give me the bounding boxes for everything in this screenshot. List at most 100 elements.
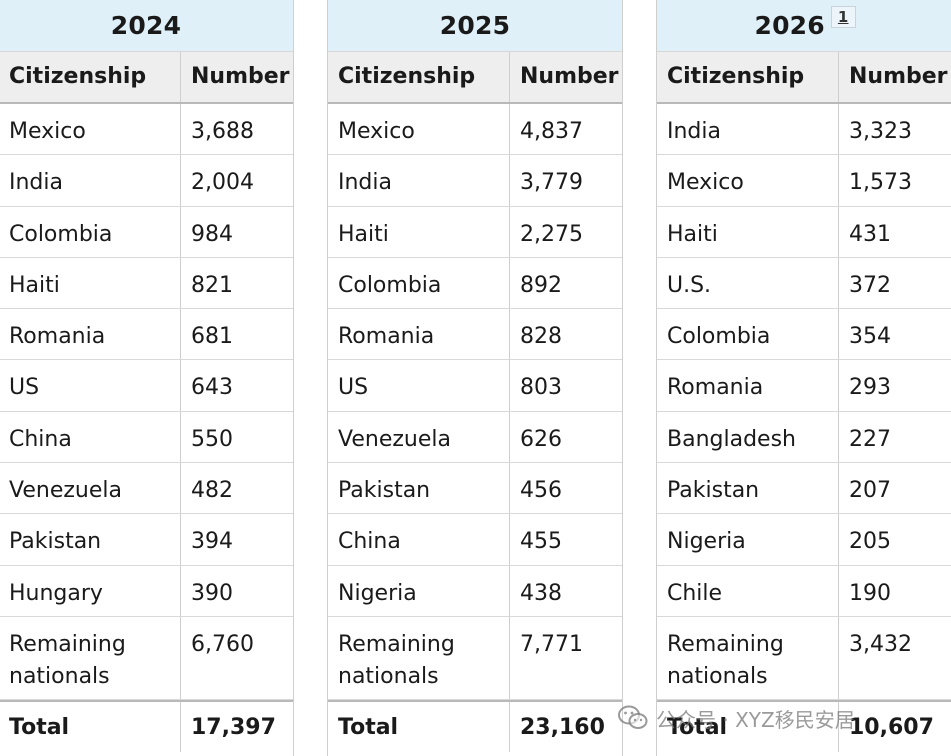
table-row: Romania 293 (657, 360, 951, 412)
year-header: 2026 1 (657, 0, 951, 52)
country-cell: Colombia (328, 257, 510, 309)
total-row: Total 10,607 (657, 699, 951, 752)
table-row: Mexico 1,573 (657, 155, 951, 207)
table-row: Haiti 2,275 (328, 206, 622, 258)
number-cell: 394 (191, 529, 233, 555)
country-cell: Nigeria (328, 565, 510, 616)
table-row: Venezuela 482 (0, 463, 293, 515)
country-cell: Remaining nationals (657, 616, 839, 699)
table-row: U.S. 372 (657, 257, 951, 310)
country-cell: Remaining nationals (0, 616, 181, 699)
country-cell: Haiti (0, 257, 181, 309)
number-cell: 3,688 (191, 119, 254, 144)
column-header-citizenship: Citizenship (328, 52, 510, 102)
number-cell: 482 (191, 478, 233, 504)
table-row: Haiti 431 (657, 206, 951, 258)
number-cell: 3,779 (520, 170, 583, 196)
table-row: Hungary 390 (0, 565, 293, 617)
number-cell: 293 (849, 375, 891, 401)
table-row: India 3,323 (657, 104, 951, 156)
number-cell: 390 (191, 580, 233, 606)
table-row: Colombia 892 (328, 257, 622, 310)
table-row: Remaining nationals 3,432 (657, 616, 951, 700)
total-value: 10,607 (849, 714, 934, 740)
country-cell: Pakistan (657, 463, 839, 514)
country-cell: China (328, 514, 510, 565)
number-cell: 626 (520, 426, 562, 452)
column-header-citizenship: Citizenship (657, 52, 839, 102)
total-label: Total (328, 701, 510, 752)
column-header-citizenship: Citizenship (0, 52, 181, 102)
table-row: China 550 (0, 411, 293, 464)
number-cell: 643 (191, 375, 233, 401)
table-row: India 2,004 (0, 155, 293, 207)
table-row: India 3,779 (328, 155, 622, 207)
table-row: Romania 681 (0, 309, 293, 361)
table-row: Pakistan 456 (328, 463, 622, 515)
country-cell: Hungary (0, 565, 181, 616)
table-row: Pakistan 394 (0, 514, 293, 566)
country-cell: Chile (657, 565, 839, 616)
table-row: Pakistan 207 (657, 463, 951, 515)
country-cell: Mexico (328, 104, 510, 155)
country-cell: China (0, 411, 181, 463)
country-cell: Pakistan (0, 514, 181, 565)
number-cell: 3,323 (849, 119, 912, 144)
country-cell: Bangladesh (657, 411, 839, 463)
number-cell: 207 (849, 478, 891, 504)
number-cell: 227 (849, 426, 891, 452)
country-cell: Venezuela (328, 411, 510, 463)
number-cell: 821 (191, 272, 233, 298)
table-row: Colombia 354 (657, 309, 951, 361)
number-cell: 456 (520, 478, 562, 504)
number-cell: 354 (849, 324, 891, 350)
table-row: Remaining nationals 6,760 (0, 616, 293, 700)
table-row: China 455 (328, 514, 622, 566)
column-header-number: Number (520, 64, 619, 89)
number-cell: 803 (520, 375, 562, 401)
table-row: Mexico 4,837 (328, 104, 622, 156)
country-cell: Remaining nationals (328, 616, 510, 699)
table-row: US 643 (0, 360, 293, 412)
country-cell: Mexico (657, 155, 839, 206)
number-cell: 1,573 (849, 170, 912, 196)
country-cell: Haiti (657, 206, 839, 257)
country-cell: Pakistan (328, 463, 510, 514)
number-cell: 984 (191, 221, 233, 247)
total-value: 23,160 (520, 714, 605, 740)
number-cell: 431 (849, 221, 891, 247)
number-cell: 4,837 (520, 119, 583, 144)
year-title: 2025 (439, 11, 511, 40)
table-row: Remaining nationals 7,771 (328, 616, 622, 700)
country-cell: India (657, 104, 839, 155)
table-row: Mexico 3,688 (0, 104, 293, 156)
number-cell: 550 (191, 426, 233, 452)
column-header-row: Citizenship Number (0, 52, 293, 104)
table-row: Nigeria 438 (328, 565, 622, 617)
country-cell: Colombia (0, 206, 181, 257)
table-row: US 803 (328, 360, 622, 412)
table-2025: 2025 Citizenship Number Mexico 4,837 Ind… (327, 0, 623, 756)
total-label: Total (657, 701, 839, 752)
table-row: Bangladesh 227 (657, 411, 951, 464)
total-value: 17,397 (191, 714, 276, 740)
year-title: 2024 (110, 11, 182, 40)
reference-link[interactable]: 1 (830, 6, 856, 28)
table-row: Haiti 821 (0, 257, 293, 310)
country-cell: India (328, 155, 510, 206)
country-cell: US (0, 360, 181, 411)
country-cell: Venezuela (0, 463, 181, 514)
year-header: 2025 (328, 0, 622, 52)
column-header-number: Number (849, 64, 948, 89)
total-row: Total 17,397 (0, 699, 293, 752)
table-row: Colombia 984 (0, 206, 293, 258)
country-cell: Romania (657, 360, 839, 411)
country-cell: Romania (0, 309, 181, 360)
total-label: Total (0, 701, 181, 752)
table-row: Romania 828 (328, 309, 622, 361)
country-cell: Romania (328, 309, 510, 360)
country-cell: Mexico (0, 104, 181, 155)
country-cell: Colombia (657, 309, 839, 360)
table-row: Nigeria 205 (657, 514, 951, 566)
year-header: 2024 (0, 0, 293, 52)
